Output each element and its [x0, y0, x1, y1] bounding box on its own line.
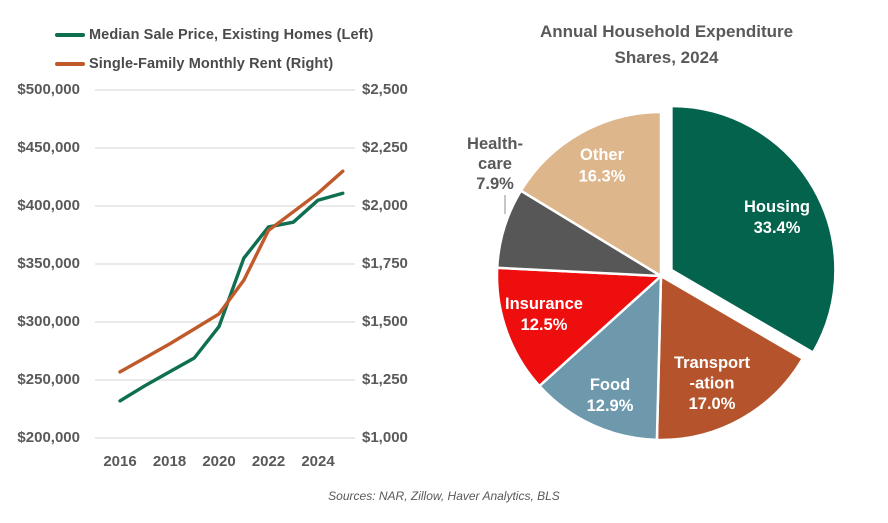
line-chart-legend: Median Sale Price, Existing Homes (Left)… [55, 20, 373, 78]
line-series-monthly-rent [118, 169, 345, 374]
legend-item-monthly-rent: Single-Family Monthly Rent (Right) [55, 49, 373, 78]
sources-note: Sources: NAR, Zillow, Haver Analytics, B… [328, 489, 560, 503]
pie-slice-housing [670, 104, 837, 354]
pie-slice-other [519, 110, 663, 278]
pie-label-food: Food 12.9% [587, 376, 634, 415]
left-axis-tick: $500,000 [17, 81, 80, 98]
left-axis-tick: $350,000 [17, 255, 80, 272]
left-axis-tick: $200,000 [17, 429, 80, 446]
legend-label-median-sale-price: Median Sale Price, Existing Homes (Left) [89, 26, 374, 43]
right-axis-tick: $1,750 [362, 255, 408, 272]
line-series-median-sale-price [118, 191, 345, 403]
x-axis-tick: 2016 [103, 453, 137, 470]
pie-label-housing: Housing 33.4% [744, 198, 810, 237]
pie-label-healthcare: Health-care 7.9% [467, 135, 523, 193]
left-axis-tick: $250,000 [17, 371, 80, 388]
right-axis-tick: $1,000 [362, 429, 408, 446]
right-axis-tick: $2,000 [362, 197, 408, 214]
pie-label-other: Other 16.3% [579, 146, 626, 186]
right-axis-tick: $2,500 [362, 81, 408, 98]
pie-slice-transportation [655, 274, 804, 442]
x-axis-tick: 2020 [202, 453, 236, 470]
right-axis-tick: $1,500 [362, 313, 408, 330]
orange-line-swatch-icon [55, 61, 85, 66]
x-axis-tick: 2018 [152, 453, 187, 470]
price-rent-line-chart [95, 89, 355, 439]
left-axis-tick: $400,000 [17, 197, 80, 214]
expenditure-pie-chart: Housing 33.4% Transport -ation 17.0% Food 12.9… [467, 104, 837, 442]
right-axis-tick: $1,250 [362, 371, 408, 388]
right-axis-tick: $2,250 [362, 139, 408, 156]
green-line-swatch-icon [55, 32, 85, 37]
legend-item-median-sale-price: Median Sale Price, Existing Homes (Left) [55, 20, 373, 49]
pie-slice-food [538, 274, 663, 442]
left-axis-tick: $450,000 [17, 139, 80, 156]
x-axis-tick: 2022 [251, 453, 286, 470]
pie-label-insurance: Insurance 12.5% [505, 295, 583, 334]
left-axis-tick: $300,000 [17, 313, 80, 330]
pie-title-line-1: Annual Household Expenditure [539, 22, 794, 41]
pie-title-line-2: Shares, 2024 [614, 48, 719, 67]
legend-label-monthly-rent: Single-Family Monthly Rent (Right) [89, 55, 334, 72]
pie-chart-title: Annual Household Expenditure Shares, 202… [445, 19, 888, 71]
x-axis-tick: 2024 [301, 453, 335, 470]
pie-label-transportation: Transport -ation 17.0% [674, 354, 751, 413]
pie-slice-insurance [495, 266, 663, 388]
